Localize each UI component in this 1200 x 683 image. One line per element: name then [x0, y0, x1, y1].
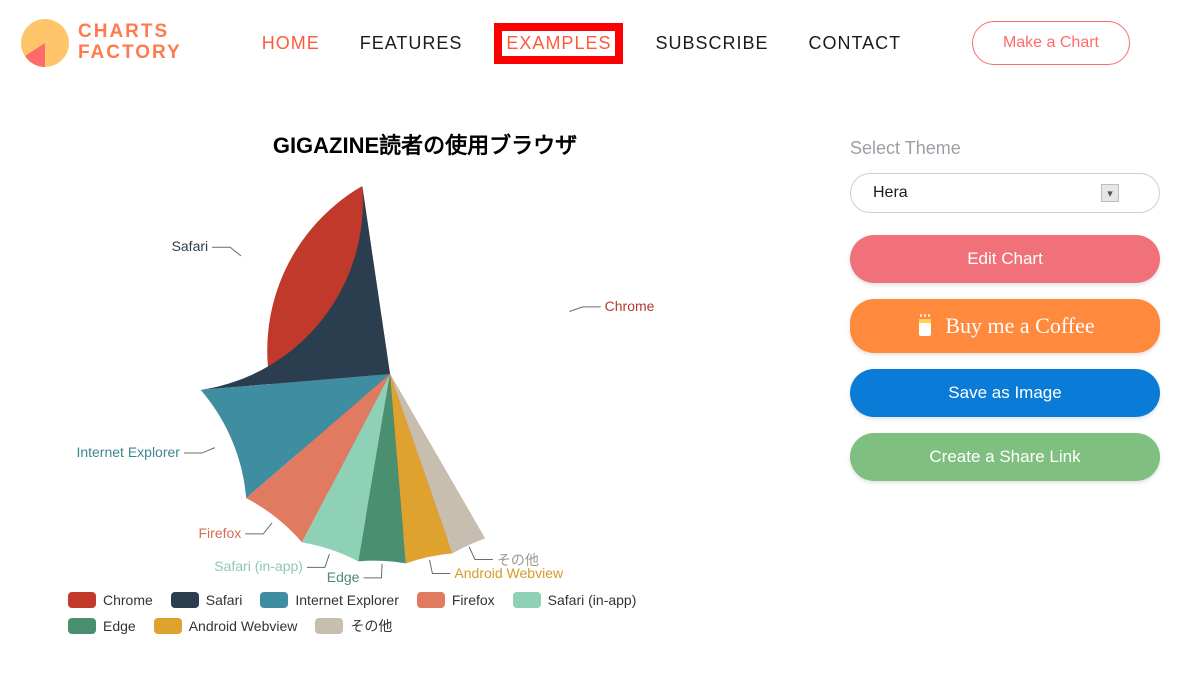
chevron-down-icon: ▾ [1101, 184, 1119, 202]
pie-slice-label: Safari (in-app) [214, 558, 303, 574]
legend-swatch [315, 618, 343, 634]
make-chart-button[interactable]: Make a Chart [972, 21, 1130, 65]
brand-logo[interactable]: CHARTS FACTORY [20, 18, 182, 68]
pie-chart: Chrome Safari Internet Explorer Firefox Safa… [60, 164, 680, 584]
legend-swatch [68, 618, 96, 634]
pie-slice-label: Firefox [199, 525, 242, 541]
buy-coffee-label: Buy me a Coffee [945, 313, 1094, 339]
buy-coffee-button[interactable]: Buy me a Coffee [850, 299, 1160, 353]
legend-item[interactable]: Internet Explorer [260, 592, 399, 608]
theme-label: Select Theme [850, 138, 1160, 159]
theme-select[interactable]: Hera ▾ [850, 173, 1160, 213]
pie-slice-label: Safari [172, 238, 209, 254]
coffee-cup-icon [915, 313, 935, 339]
legend-swatch [513, 592, 541, 608]
save-image-button[interactable]: Save as Image [850, 369, 1160, 417]
legend-label: Firefox [452, 592, 495, 608]
legend-label: Safari (in-app) [548, 592, 637, 608]
nav-subscribe[interactable]: SUBSCRIBE [655, 33, 768, 54]
side-panel: Select Theme Hera ▾ Edit Chart Buy me a … [850, 128, 1160, 481]
legend-swatch [417, 592, 445, 608]
legend-swatch [260, 592, 288, 608]
pie-slice-label: Chrome [605, 298, 655, 314]
legend-item[interactable]: Firefox [417, 592, 495, 608]
legend-label: Chrome [103, 592, 153, 608]
chart-panel: GIGAZINE読者の使用ブラウザ Chrome Safari Internet E… [60, 128, 790, 636]
legend-item[interactable]: Android Webview [154, 616, 298, 636]
brand-name-line1: CHARTS [78, 22, 182, 43]
legend-label: その他 [350, 616, 392, 636]
legend-item[interactable]: Edge [68, 616, 136, 636]
theme-select-value: Hera [873, 184, 908, 202]
main-nav: HOME FEATURES EXAMPLES SUBSCRIBE CONTACT [262, 31, 901, 56]
pie-slice-label: Edge [327, 569, 360, 585]
nav-examples[interactable]: EXAMPLES [502, 31, 615, 56]
nav-home[interactable]: HOME [262, 33, 320, 54]
chart-legend: Chrome Safari Internet Explorer Firefox Safa… [60, 592, 700, 636]
brand-name: CHARTS FACTORY [78, 22, 182, 64]
legend-swatch [171, 592, 199, 608]
legend-swatch [154, 618, 182, 634]
edit-chart-button[interactable]: Edit Chart [850, 235, 1160, 283]
share-link-button[interactable]: Create a Share Link [850, 433, 1160, 481]
nav-contact[interactable]: CONTACT [809, 33, 902, 54]
legend-label: Edge [103, 618, 136, 634]
nav-features[interactable]: FEATURES [360, 33, 463, 54]
chart-title: GIGAZINE読者の使用ブラウザ [60, 128, 790, 160]
legend-item[interactable]: Safari (in-app) [513, 592, 637, 608]
legend-swatch [68, 592, 96, 608]
legend-item[interactable]: その他 [315, 616, 392, 636]
brand-name-line2: FACTORY [78, 43, 182, 64]
brand-mark-icon [20, 18, 70, 68]
header: CHARTS FACTORY HOME FEATURES EXAMPLES SU… [0, 0, 1200, 68]
main: GIGAZINE読者の使用ブラウザ Chrome Safari Internet E… [0, 68, 1200, 636]
legend-item[interactable]: Safari [171, 592, 243, 608]
legend-item[interactable]: Chrome [68, 592, 153, 608]
pie-slice-label: Internet Explorer [76, 444, 180, 460]
legend-label: Safari [206, 592, 243, 608]
pie-slice-label: その他 [497, 550, 539, 570]
legend-label: Android Webview [189, 618, 298, 634]
legend-label: Internet Explorer [295, 592, 399, 608]
